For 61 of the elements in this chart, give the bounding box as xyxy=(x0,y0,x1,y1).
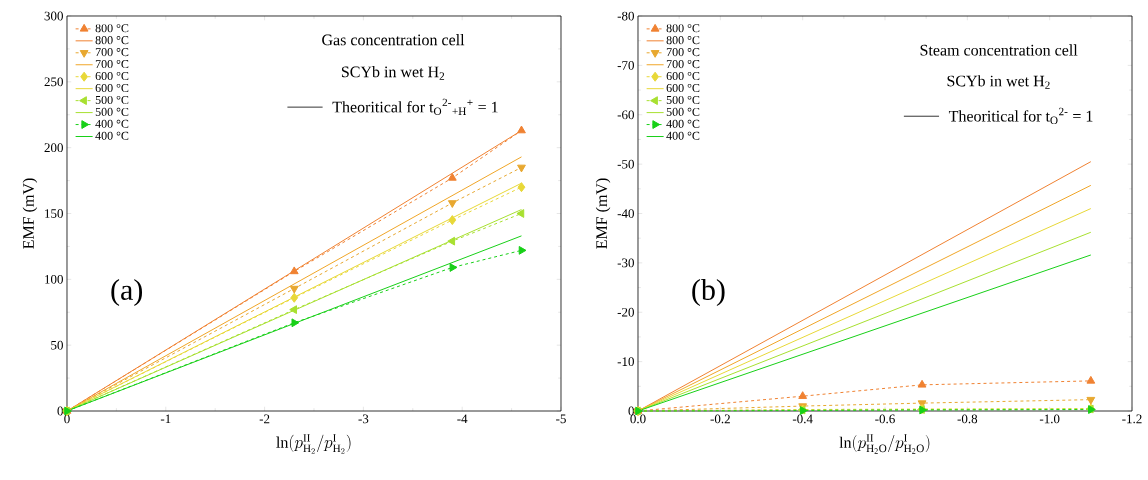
y-tick-label: 300 xyxy=(44,11,63,21)
x-tick-label: -4 xyxy=(457,414,468,424)
y-tick-label: -60 xyxy=(617,110,634,120)
y-axis-title: EMF (mV) xyxy=(22,178,38,249)
x-tick-label: -0.4 xyxy=(792,414,813,424)
annotation: Theoritical for t$_{O}$2-+H$^{+}$ = 1 xyxy=(332,98,498,116)
legend-label: 600 °C xyxy=(95,71,129,81)
annotation: (a) xyxy=(111,278,143,307)
legend-label: 500 °C xyxy=(666,107,700,116)
x-tick-label: -5 xyxy=(556,414,566,424)
y-tick-label: -80 xyxy=(617,11,634,21)
y-tick-label: 0 xyxy=(628,406,634,416)
legend-label: 700 °C xyxy=(95,60,129,69)
x-tick-label: -0.8 xyxy=(957,414,978,424)
y-tick-label: -10 xyxy=(617,357,634,367)
legend-label: 600 °C xyxy=(666,83,700,93)
y-tick-label: 200 xyxy=(44,143,63,153)
annotation: Theoritical for t$_{O}$$^{2-}$ = 1 xyxy=(948,107,1093,125)
y-tick-label: -20 xyxy=(617,307,634,317)
y-tick-label: -50 xyxy=(617,159,634,169)
annotation: Steam concentration cell xyxy=(920,44,1078,56)
y-tick-label: -70 xyxy=(617,61,634,70)
annotation: Gas concentration cell xyxy=(322,34,465,46)
legend-label: 700 °C xyxy=(95,48,129,57)
y-tick-label: -40 xyxy=(617,209,634,218)
x-axis-title: $\mathrm{ln}(p^{\mathrm{II}}_{\mathrm{H_2O}}/p^{\mathrm{I}}_{\mathrm{H_2O}})$ xyxy=(839,434,930,454)
legend-label: 500 °C xyxy=(95,107,129,116)
legend-label: 600 °C xyxy=(95,83,129,93)
y-tick-label: 100 xyxy=(45,274,63,284)
y-tick-label: -30 xyxy=(617,258,634,268)
annotation: (b) xyxy=(692,278,725,307)
x-tick-label: -2 xyxy=(259,414,270,424)
y-tick-label: 0 xyxy=(57,406,63,416)
legend-label: 800 °C xyxy=(666,36,700,45)
legend-label: 800 °C xyxy=(95,24,129,33)
legend-label: 500 °C xyxy=(666,95,700,105)
y-axis-title: EMF (mV) xyxy=(595,178,611,249)
annotation: SCYb in wet H$_{2}$ xyxy=(341,66,445,80)
legend-label: 400 °C xyxy=(95,131,129,140)
x-tick-label: 0.0 xyxy=(630,414,646,424)
x-tick-label: -1.0 xyxy=(1039,414,1060,424)
y-tick-label: 150 xyxy=(45,209,63,218)
legend-label: 800 °C xyxy=(666,24,700,33)
legend-label: 700 °C xyxy=(666,60,700,69)
y-tick-label: 250 xyxy=(44,77,63,87)
legend-label: 700 °C xyxy=(666,48,700,57)
x-tick-label: -0.6 xyxy=(875,414,895,424)
legend-label: 400 °C xyxy=(666,119,700,128)
legend-label: 600 °C xyxy=(666,71,700,81)
legend-label: 500 °C xyxy=(95,95,129,104)
legend-label: 400 °C xyxy=(95,119,129,128)
x-axis-title: $\mathrm{ln}(p^{\mathrm{II}}_{\mathrm{H}_2}/p^{\mathrm{I}}_{\mathrm{H}_2})$ xyxy=(276,434,351,454)
x-tick-label: 0 xyxy=(64,414,70,424)
x-tick-label: -0.2 xyxy=(710,414,730,424)
x-tick-label: -1.2 xyxy=(1122,414,1142,424)
legend-label: 800 °C xyxy=(95,36,129,45)
legend-label: 400 °C xyxy=(666,131,700,140)
x-tick-label: -1 xyxy=(160,414,171,424)
annotation: SCYb in wet H$_{2}$ xyxy=(947,75,1050,89)
x-tick-label: -3 xyxy=(358,414,369,424)
y-tick-label: 50 xyxy=(51,340,63,350)
